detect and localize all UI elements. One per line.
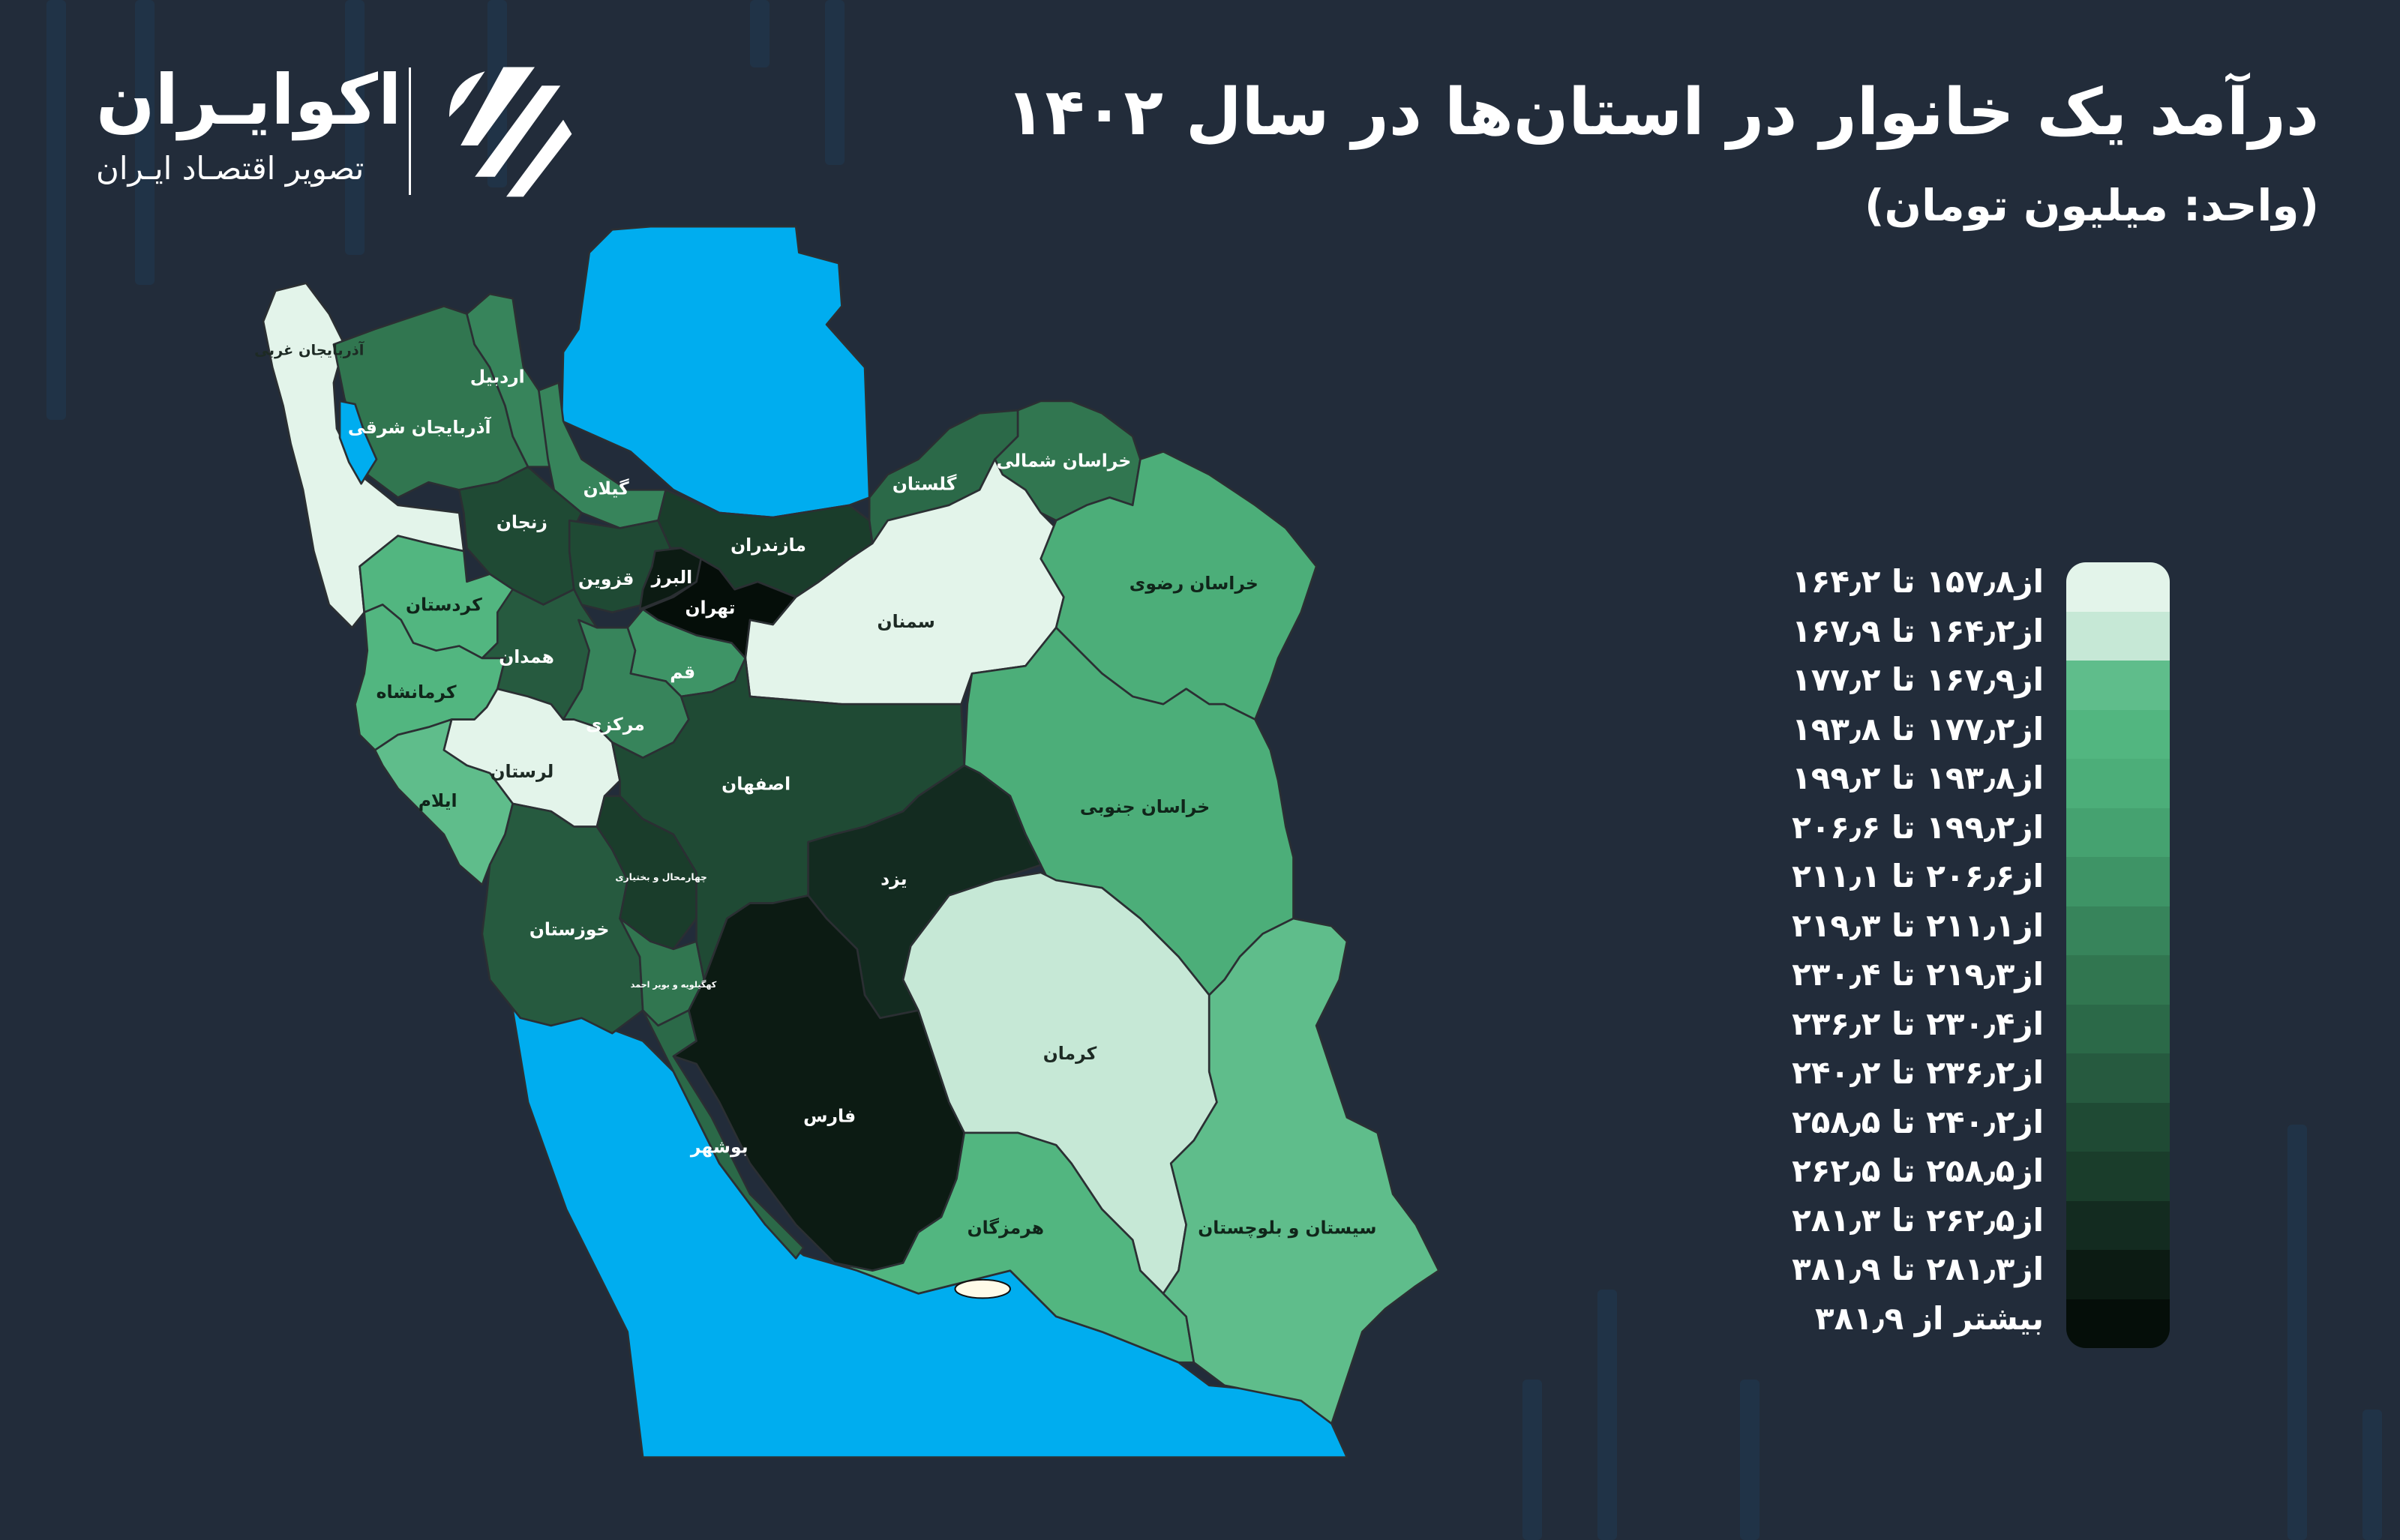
- legend-label: از۱۹۹٫۲ تا ۲۰۶٫۶: [1792, 808, 2044, 846]
- label-west-azerbaijan: آذربایجان غربی: [254, 341, 365, 359]
- province-hormozgan[interactable]: [832, 1131, 1196, 1364]
- label-lorestan: لرستان: [490, 761, 554, 782]
- label-markazi: مرکزی: [586, 714, 645, 735]
- legend-label: از۲۳۶٫۲ تا ۲۴۰٫۲: [1792, 1054, 2044, 1091]
- background-bar: [345, 0, 364, 255]
- label-ilam: ایلام: [418, 790, 458, 811]
- qeshm-island: [954, 1278, 1011, 1299]
- label-bushehr: بوشهر: [690, 1136, 748, 1157]
- legend-swatch: [2066, 562, 2170, 612]
- province-sistan-baluchestan[interactable]: [1162, 917, 1440, 1425]
- label-tehran: تهران: [685, 598, 735, 619]
- label-kermanshah: کرمانشاه: [376, 682, 457, 703]
- legend-label: از۲۵۸٫۵ تا ۲۶۲٫۵: [1792, 1152, 2044, 1189]
- legend-label: از۲۳۰٫۴ تا ۲۳۶٫۲: [1792, 1005, 2044, 1042]
- logo-name: اکوایـران: [96, 60, 402, 140]
- legend-swatch: [2066, 1004, 2170, 1053]
- logo-divider: [409, 67, 411, 195]
- label-south-khorasan: خراسان جنوبی: [1080, 796, 1210, 817]
- label-sistan-baluchestan: سیستان و بلوچستان: [1198, 1218, 1376, 1239]
- legend-swatch: [2066, 857, 2170, 906]
- legend-label: از۲۴۰٫۲ تا ۲۵۸٫۵: [1792, 1103, 2044, 1140]
- background-bar: [1740, 1380, 1760, 1540]
- legend-swatch: [2066, 906, 2170, 955]
- label-khuzestan: خوزستان: [530, 919, 610, 940]
- legend-label: از۱۶۴٫۲ تا ۱۶۷٫۹: [1792, 612, 2044, 649]
- label-semnan: سمنان: [878, 611, 935, 632]
- label-hamadan: همدان: [499, 646, 554, 667]
- legend-label: از۲۸۱٫۳ تا ۳۸۱٫۹: [1792, 1251, 2044, 1287]
- label-kerman: کرمان: [1043, 1043, 1097, 1064]
- brand-logo: اکوایـران تصویر اقتصـاد ایـران: [90, 60, 585, 202]
- legend-label: بیشتر از ۳۸۱٫۹: [1815, 1299, 2044, 1337]
- label-east-azerbaijan: آذربایجان شرقی: [348, 416, 492, 438]
- background-bar: [1522, 1380, 1542, 1540]
- page-title: درآمد یک خانوار در استان‌ها در سال ۱۴۰۲: [1006, 75, 2319, 150]
- legend-label: از۱۹۳٫۸ تا ۱۹۹٫۲: [1792, 760, 2044, 796]
- label-razavi-khorasan: خراسان رضوی: [1130, 573, 1258, 594]
- label-yazd: یزد: [880, 868, 907, 889]
- label-hormozgan: هرمزگان: [968, 1218, 1044, 1239]
- label-gilan: گیلان: [584, 478, 629, 499]
- label-north-khorasan: خراسان شمالی: [996, 451, 1131, 472]
- label-chaharmahal-bakhtiari: چهارمحال و بختیاری: [615, 872, 706, 882]
- label-kohgiluyeh-boyer-ahmad: کهگیلویه و بویر احمد: [631, 979, 717, 990]
- legend-swatch: [2066, 1102, 2170, 1152]
- background-bar: [135, 0, 154, 285]
- legend-label: از۲۰۶٫۶ تا ۲۱۱٫۱: [1792, 858, 2044, 894]
- label-isfahan: اصفهان: [722, 774, 790, 795]
- legend-swatch: [2066, 759, 2170, 808]
- legend-swatch: [2066, 611, 2170, 661]
- legend-labels: از۱۵۷٫۸ تا ۱۶۴٫۲ از۱۶۴٫۲ تا ۱۶۷٫۹ از۱۶۷٫۹ …: [1792, 557, 2044, 1343]
- legend-swatch: [2066, 1299, 2170, 1348]
- label-kurdistan: کردستان: [406, 595, 482, 616]
- legend-color-scale: [2066, 562, 2170, 1348]
- legend-label: از۱۶۷٫۹ تا ۱۷۷٫۲: [1792, 661, 2044, 698]
- legend-label: از۲۱۱٫۱ تا ۲۱۹٫۳: [1792, 906, 2044, 944]
- legend-swatch: [2066, 807, 2170, 857]
- background-bar: [46, 0, 66, 420]
- legend-swatch: [2066, 1250, 2170, 1299]
- label-mazandaran: مازندران: [730, 535, 806, 556]
- logo-tagline: تصویر اقتصـاد ایـران: [96, 150, 364, 187]
- legend-swatch: [2066, 955, 2170, 1005]
- legend-label: از۱۵۷٫۸ تا ۱۶۴٫۲: [1792, 563, 2044, 600]
- legend-swatch: [2066, 709, 2170, 759]
- label-qom: قم: [670, 661, 695, 682]
- ecoiran-logo-icon: [449, 67, 572, 197]
- unit-subtitle: (واحد: میلیون تومان): [1864, 180, 2319, 231]
- label-alborz: البرز: [651, 567, 693, 588]
- label-ardabil: اردبیل: [470, 366, 525, 387]
- background-bar: [2288, 1125, 2307, 1540]
- background-bar: [1598, 1290, 1617, 1540]
- label-golestan: گلستان: [892, 473, 957, 494]
- caspian-sea: [560, 225, 871, 519]
- label-zanjan: زنجان: [496, 511, 548, 532]
- lake-urmia: [338, 400, 378, 485]
- legend-swatch: [2066, 1152, 2170, 1201]
- label-fars: فارس: [803, 1106, 856, 1127]
- legend-swatch: [2066, 661, 2170, 710]
- legend-label: از۲۶۲٫۵ تا ۲۸۱٫۳: [1792, 1201, 2044, 1239]
- legend-label: از۱۷۷٫۲ تا ۱۹۳٫۸: [1792, 710, 2044, 748]
- label-qazvin: قزوین: [578, 568, 634, 589]
- background-bar: [825, 0, 844, 165]
- background-bar: [2362, 1410, 2382, 1540]
- legend-label: از۲۱۹٫۳ تا ۲۳۰٫۴: [1792, 956, 2044, 993]
- legend-swatch: [2066, 1053, 2170, 1103]
- background-bar: [750, 0, 770, 67]
- legend-swatch: [2066, 1200, 2170, 1250]
